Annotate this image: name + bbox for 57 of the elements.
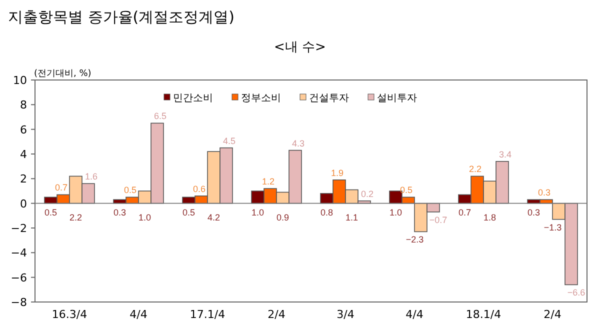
x-tick-label: 2/4	[544, 308, 562, 321]
data-label: 0.5	[124, 185, 137, 196]
data-label: 1.1	[345, 212, 358, 222]
y-tick-label: 4	[20, 148, 27, 161]
y-tick-label: −4	[10, 246, 27, 260]
data-label: 0.8	[320, 207, 334, 218]
data-label: 4.2	[207, 212, 220, 222]
data-label: 1.9	[330, 168, 344, 178]
data-label: 0.3	[527, 207, 540, 218]
legend-label: 정부소비	[241, 93, 281, 104]
y-tick-label: 10	[13, 74, 27, 87]
legend-label: 민간소비	[173, 93, 213, 104]
data-label: 0.5	[400, 185, 413, 196]
data-label: 0.5	[182, 207, 196, 218]
y-tick-label: 6	[20, 123, 27, 136]
x-tick-label: 16.3/4	[52, 308, 88, 321]
data-label: 0.7	[458, 207, 472, 218]
data-label: 4.5	[222, 136, 236, 146]
x-tick-label: 18.1/4	[466, 308, 502, 321]
y-tick-label: −6	[10, 271, 27, 284]
data-label: −0.7	[429, 214, 448, 225]
y-tick-label: −8	[10, 296, 27, 309]
y-tick-label: 2	[20, 172, 27, 186]
x-tick-label: 4/4	[406, 308, 424, 321]
y-tick-label: −2	[10, 222, 27, 235]
data-label: 0.7	[54, 182, 68, 193]
y-tick-label: 0	[20, 197, 27, 210]
data-label: 1.6	[84, 172, 98, 182]
data-label: 2.2	[69, 212, 82, 222]
data-label: 0.9	[276, 212, 290, 222]
data-label: 1.0	[251, 207, 264, 218]
data-label: −2.3	[406, 234, 424, 245]
data-label: 4.3	[292, 138, 305, 148]
x-tick-label: 17.1/4	[190, 308, 226, 321]
legend-label: 설비투자	[377, 93, 417, 104]
chart-subtitle: <내 수>	[274, 40, 326, 55]
data-label: 0.3	[113, 207, 126, 218]
x-tick-label: 3/4	[336, 308, 354, 321]
data-label: 1.0	[138, 212, 152, 222]
x-tick-label: 4/4	[130, 308, 148, 321]
data-label: 6.5	[154, 111, 167, 122]
data-label: 0.3	[538, 188, 551, 198]
data-label: −6.6	[567, 288, 586, 298]
data-label: 0.6	[192, 184, 206, 194]
x-tick-label: 2/4	[268, 308, 286, 321]
data-label: 3.4	[498, 149, 512, 160]
y-axis-title: (전기대비, %)	[34, 69, 92, 79]
data-label: 1.0	[389, 207, 402, 218]
legend-label: 건설투자	[309, 93, 349, 104]
chart-title: 지출항목별 증가율(계절조정계열)	[8, 8, 234, 26]
data-label: −1.3	[544, 222, 562, 232]
data-label: 0.2	[360, 188, 374, 199]
data-label: 0.5	[44, 207, 58, 218]
data-label: 1.8	[483, 212, 496, 222]
y-tick-label: 8	[20, 98, 27, 112]
data-label: 1.2	[262, 176, 275, 187]
data-label: 2.2	[468, 164, 482, 174]
